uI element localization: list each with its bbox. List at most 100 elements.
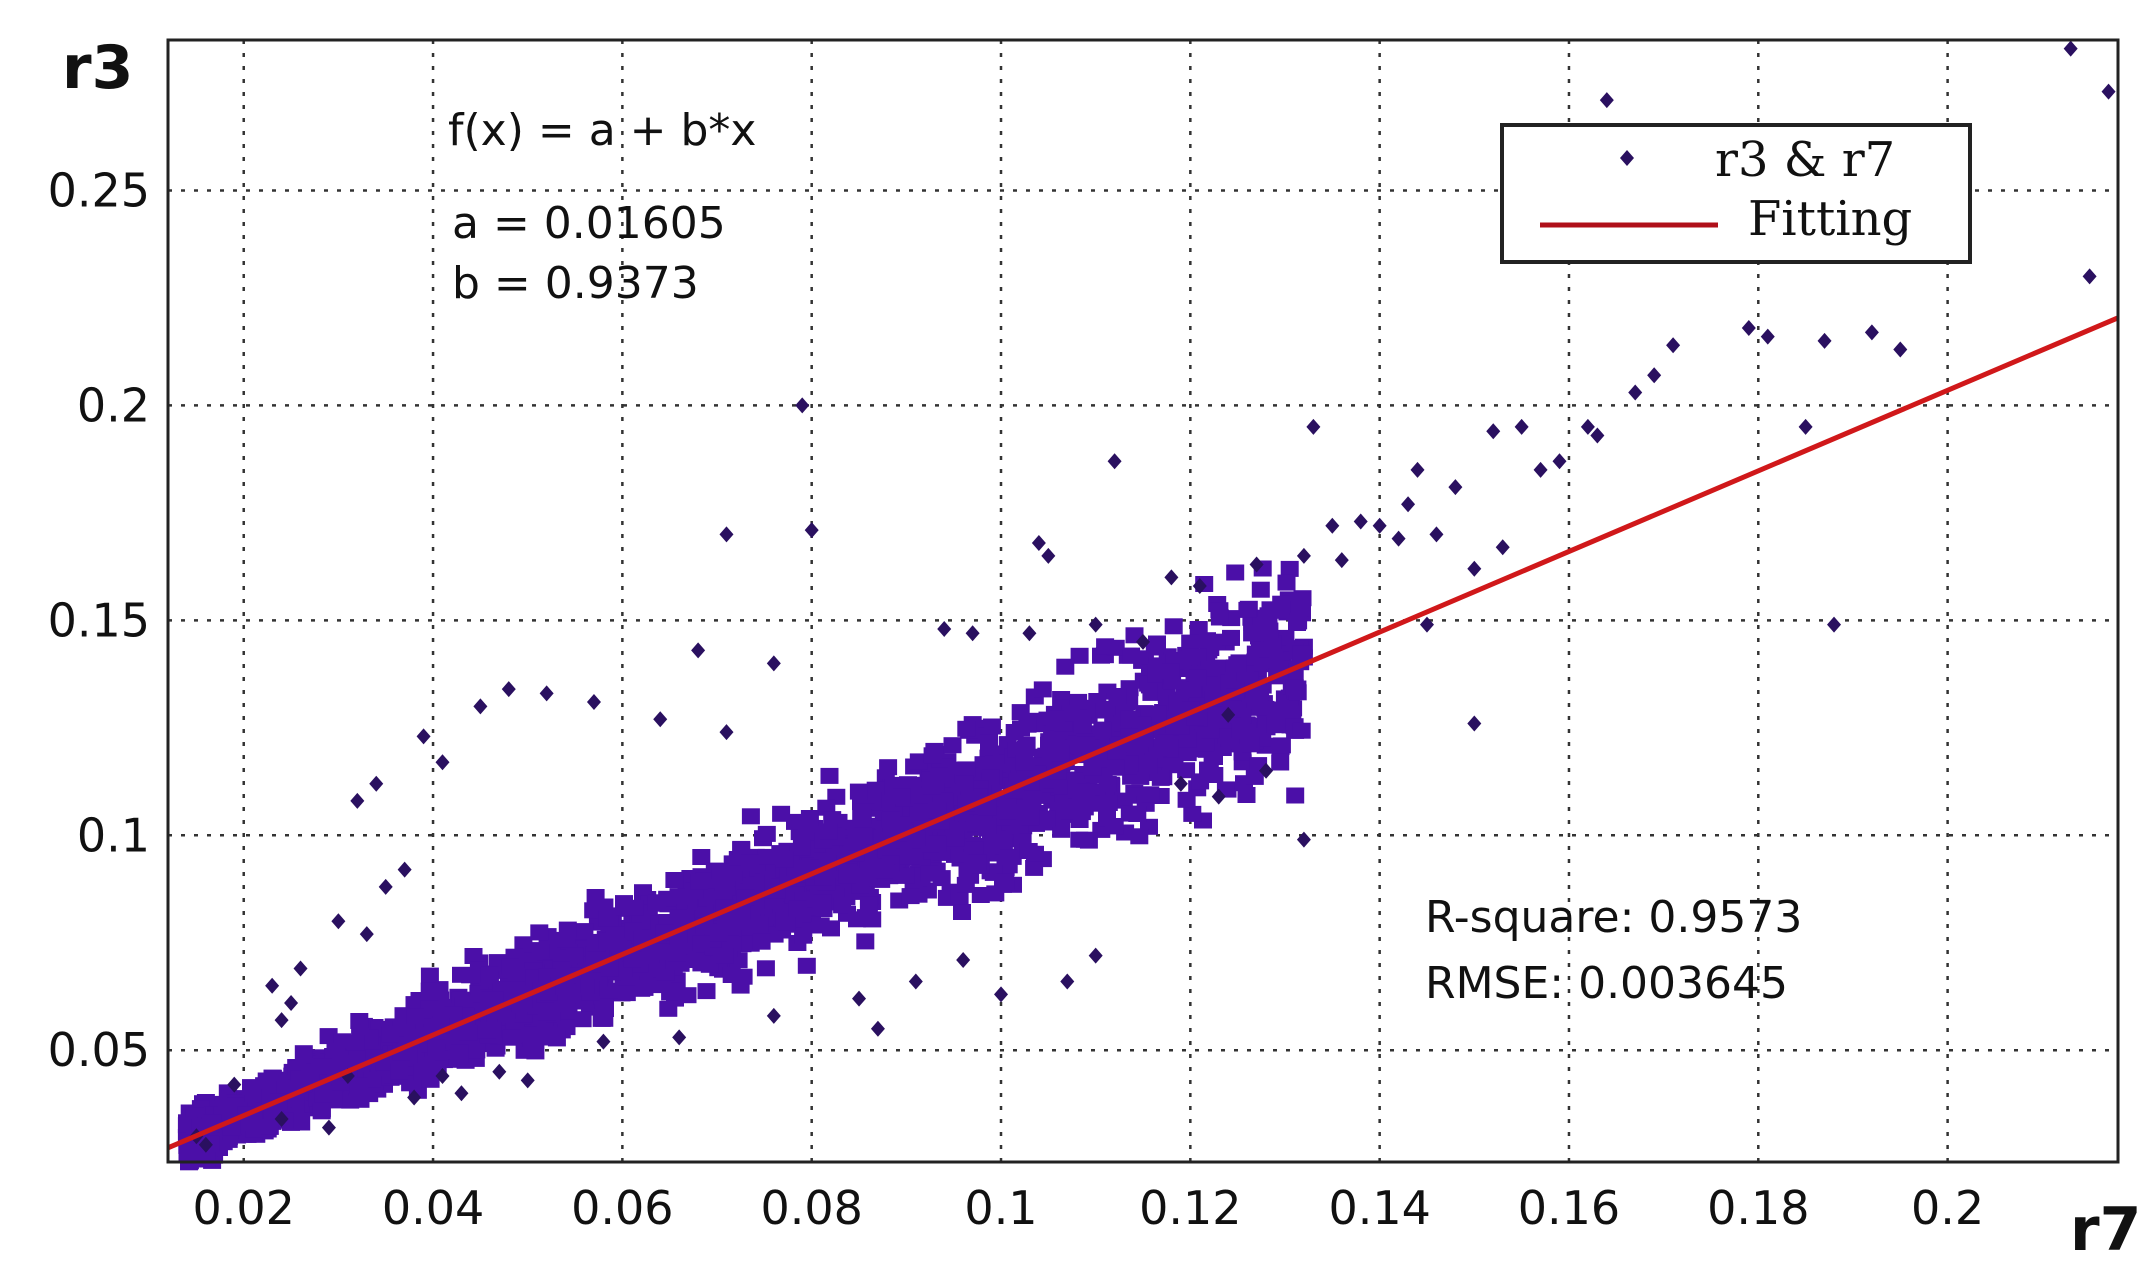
cloud-point bbox=[1019, 843, 1038, 859]
scatter-point bbox=[1088, 947, 1103, 964]
cloud-point bbox=[1241, 736, 1260, 753]
legend-label-fitting: Fitting bbox=[1748, 191, 1912, 247]
cloud-point bbox=[920, 865, 939, 882]
cloud-point bbox=[381, 1026, 400, 1043]
cloud-point bbox=[623, 951, 642, 968]
cloud-point bbox=[822, 920, 840, 937]
scatter-point bbox=[1666, 337, 1681, 354]
scatter-point bbox=[1325, 517, 1340, 534]
cloud-point bbox=[943, 737, 962, 754]
cloud-point bbox=[1077, 736, 1095, 753]
x-tick-label: 0.06 bbox=[571, 1181, 673, 1235]
y-tick-label: 0.2 bbox=[77, 378, 150, 432]
cloud-point bbox=[752, 933, 771, 950]
cloud-point bbox=[1280, 560, 1299, 577]
cloud-point bbox=[420, 967, 439, 984]
scatter-point bbox=[520, 1072, 535, 1089]
cloud-point bbox=[1108, 688, 1127, 704]
cloud-point bbox=[1248, 693, 1267, 709]
cloud-point bbox=[968, 854, 987, 871]
cloud-point bbox=[635, 979, 654, 996]
scatter-point bbox=[2063, 40, 2078, 57]
cloud-point bbox=[1188, 669, 1207, 686]
cloud-point bbox=[1228, 656, 1247, 673]
cloud-point bbox=[1122, 647, 1141, 664]
cloud-point bbox=[1260, 622, 1279, 639]
scatter-point bbox=[1391, 530, 1406, 547]
cloud-point bbox=[690, 873, 709, 890]
cloud-point bbox=[957, 761, 976, 778]
scatter-point bbox=[1419, 616, 1434, 633]
cloud-point bbox=[464, 948, 483, 964]
cloud-point bbox=[1171, 718, 1190, 735]
cloud-point bbox=[1128, 806, 1147, 822]
coefficient-a: a = 0.01605 bbox=[452, 198, 726, 249]
cloud-point bbox=[576, 978, 595, 995]
scatter-point bbox=[350, 792, 365, 809]
scatter-point bbox=[1221, 706, 1236, 723]
cloud-point bbox=[459, 1024, 478, 1041]
cloud-point bbox=[1243, 625, 1262, 642]
scatter-point bbox=[1334, 552, 1349, 569]
scatter-point bbox=[1798, 418, 1813, 435]
cloud-point bbox=[875, 862, 894, 879]
scatter-point bbox=[1259, 762, 1274, 779]
scatter-point bbox=[1107, 453, 1122, 470]
scatter-point bbox=[1173, 775, 1188, 792]
scatter-point bbox=[359, 926, 374, 943]
scatter-point bbox=[1467, 715, 1482, 732]
cloud-point bbox=[946, 830, 965, 847]
scatter-point bbox=[719, 724, 734, 741]
scatter-point bbox=[1164, 569, 1179, 586]
y-tick-label: 0.25 bbox=[48, 163, 150, 217]
scatter-point bbox=[1410, 461, 1425, 478]
legend-marker-scatter bbox=[1620, 150, 1634, 166]
cloud-point bbox=[978, 818, 997, 834]
x-axis-label: r7 bbox=[2070, 1195, 2139, 1265]
cloud-point bbox=[856, 933, 875, 950]
cloud-point bbox=[1073, 716, 1092, 733]
cloud-point bbox=[896, 867, 915, 884]
cloud-point bbox=[552, 961, 571, 978]
cloud-point bbox=[1178, 731, 1197, 748]
scatter-point bbox=[1533, 461, 1548, 478]
cloud-point bbox=[813, 894, 832, 911]
cloud-point bbox=[1012, 720, 1030, 737]
cloud-point bbox=[798, 824, 817, 841]
scatter-point bbox=[1372, 517, 1387, 534]
cloud-point bbox=[596, 1001, 614, 1017]
cloud-point bbox=[800, 810, 819, 826]
cloud-point bbox=[478, 1022, 496, 1039]
x-tick-label: 0.08 bbox=[760, 1181, 862, 1235]
r-square-value: R-square: 0.9573 bbox=[1425, 892, 1802, 943]
cloud-point bbox=[538, 1004, 556, 1021]
scatter-point bbox=[369, 775, 384, 792]
cloud-point bbox=[1095, 702, 1114, 719]
cloud-point bbox=[319, 1028, 338, 1045]
scatter-point bbox=[2101, 83, 2116, 100]
scatter-point bbox=[1893, 341, 1908, 358]
cloud-point bbox=[1251, 581, 1270, 598]
cloud-point bbox=[1290, 600, 1309, 617]
cloud-point bbox=[854, 827, 873, 844]
scatter-point bbox=[1211, 788, 1226, 805]
cloud-point bbox=[1292, 722, 1311, 739]
cloud-point bbox=[1047, 730, 1065, 747]
cloud-point bbox=[946, 846, 964, 863]
scatter-point bbox=[852, 990, 867, 1007]
cloud-point bbox=[996, 873, 1015, 890]
x-tick-label: 0.1 bbox=[964, 1181, 1037, 1235]
cloud-point bbox=[1231, 722, 1250, 739]
cloud-point bbox=[326, 1042, 345, 1059]
scatter-point bbox=[1590, 427, 1605, 444]
scatter-point bbox=[1088, 616, 1103, 633]
cloud-point bbox=[1130, 828, 1149, 845]
cloud-point bbox=[1070, 647, 1089, 664]
cloud-point bbox=[775, 851, 794, 868]
cloud-point bbox=[467, 1042, 486, 1059]
cloud-point bbox=[1093, 721, 1112, 738]
scatter-point bbox=[937, 620, 952, 637]
scatter-point bbox=[870, 1020, 885, 1037]
scatter-point bbox=[1647, 367, 1662, 384]
cloud-point bbox=[197, 1151, 216, 1168]
